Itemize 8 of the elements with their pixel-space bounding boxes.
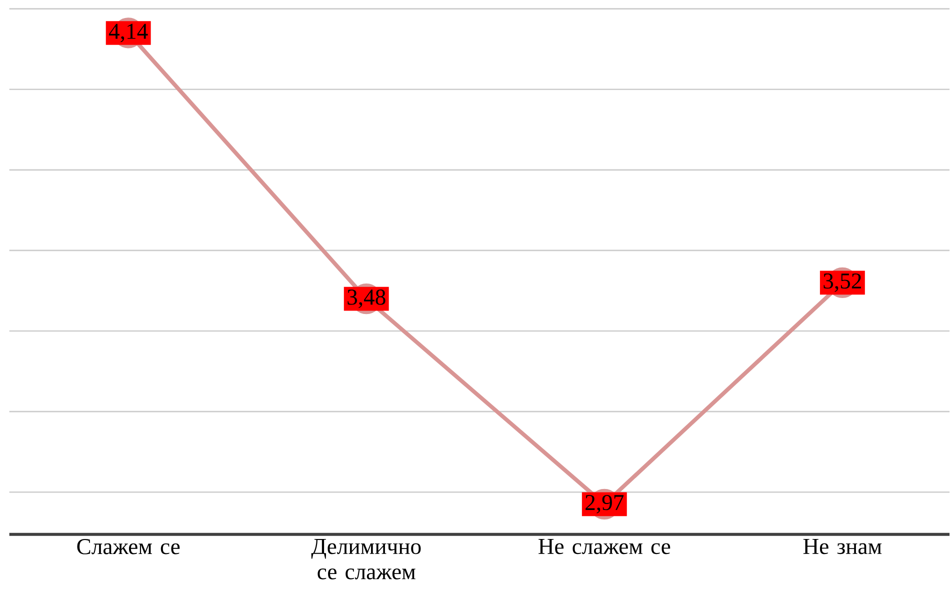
x-tick-label: Не слажем се (538, 538, 670, 554)
data-label: 3,52 (824, 273, 861, 292)
data-label: 2,97 (586, 494, 624, 514)
x-tick-label: Не знам (803, 538, 882, 554)
data-label: 3,48 (348, 289, 386, 308)
x-tick-label: Слажем се (77, 538, 180, 554)
data-label: 4,14 (108, 24, 148, 42)
x-tick-label: Делимично се слажем (311, 538, 421, 580)
